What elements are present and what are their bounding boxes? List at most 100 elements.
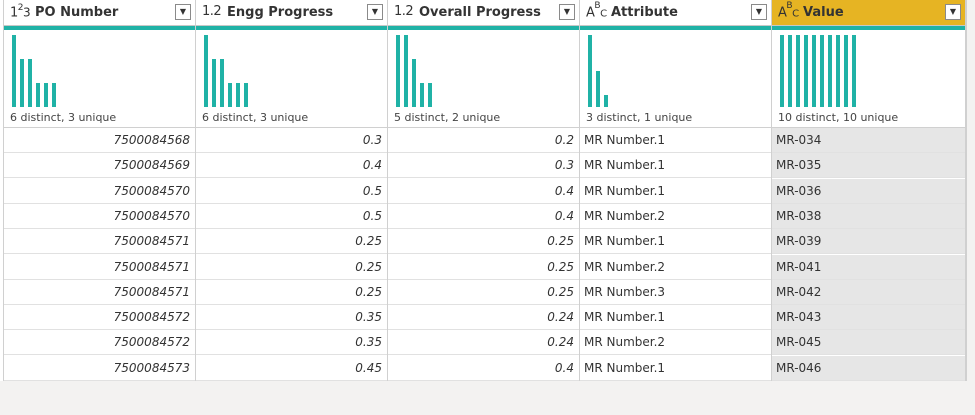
column-header-engg-progress[interactable]: 1.2 Engg Progress ▼ [196,0,388,26]
filter-dropdown-button[interactable]: ▼ [559,4,575,20]
table-cell[interactable]: 0.45 [196,356,388,381]
table-cell[interactable]: MR-042 [772,279,966,305]
column-header-value[interactable]: ABC Value ▼ [772,0,966,26]
table-cell[interactable]: 7500084571 [4,229,196,255]
table-cell[interactable]: 0.3 [196,128,388,153]
distribution-stats: 3 distinct, 1 unique [586,111,693,124]
table-cell[interactable]: 0.4 [388,179,580,204]
column-divider[interactable] [965,0,966,381]
histogram-bar [44,83,48,107]
table-cell[interactable]: 7500084570 [4,204,196,229]
chevron-down-icon: ▼ [179,7,187,16]
column-title: Attribute [611,5,678,20]
column-title: Engg Progress [227,5,334,20]
table-cell[interactable]: 0.25 [388,255,580,280]
column-divider[interactable] [195,0,196,381]
table-cell[interactable]: MR Number.3 [580,280,772,305]
text-type-icon[interactable]: ABC [586,1,607,21]
table-cell[interactable]: MR Number.2 [580,204,772,229]
table-cell[interactable]: 0.25 [388,280,580,305]
table-cell[interactable]: MR-038 [772,203,966,229]
filter-dropdown-button[interactable]: ▼ [175,4,191,20]
column-header-attribute[interactable]: ABC Attribute ▼ [580,0,772,26]
histogram-bar [788,35,792,107]
table-cell[interactable]: MR Number.1 [580,128,772,153]
column-distribution: 10 distinct, 10 unique [772,30,966,128]
chevron-down-icon: ▼ [949,7,957,16]
histogram-bar [12,35,16,107]
column-divider[interactable] [579,0,580,381]
histogram-bar [828,35,832,107]
histogram-bar [244,83,248,107]
column-title: Value [803,5,844,20]
filter-dropdown-button[interactable]: ▼ [945,4,961,20]
table-cell[interactable]: 0.25 [196,229,388,255]
table-cell[interactable]: MR-035 [772,153,966,179]
table-cell[interactable]: 0.5 [196,179,388,204]
histogram-bar [220,59,224,107]
table-cell[interactable]: MR Number.1 [580,356,772,381]
table-cell[interactable]: MR-034 [772,128,966,153]
table-cell[interactable]: MR-036 [772,178,966,204]
whole-number-type-icon[interactable]: 123 [10,3,31,21]
column-distribution: 5 distinct, 2 unique [388,30,580,128]
table-cell[interactable]: 0.3 [388,153,580,179]
table-cell[interactable]: MR Number.1 [580,229,772,255]
filter-dropdown-button[interactable]: ▼ [751,4,767,20]
table-cell[interactable]: 0.24 [388,330,580,356]
table-cell[interactable]: MR Number.2 [580,330,772,356]
column-po-number[interactable]: 123 PO Number ▼ 6 distinct, 3 unique 7500084… [4,0,196,381]
column-header-overall-progress[interactable]: 1.2 Overall Progress ▼ [388,0,580,26]
histogram-bar [428,83,432,107]
text-type-icon[interactable]: ABC [778,1,799,21]
table-cell[interactable]: MR Number.2 [580,255,772,280]
histogram-bar [204,35,208,107]
table-cell[interactable]: 0.4 [388,204,580,229]
table-cell[interactable]: MR-046 [772,355,966,381]
histogram-bar [780,35,784,107]
column-distribution: 6 distinct, 3 unique [4,30,196,128]
histogram-bar [804,35,808,107]
column-value[interactable]: ABC Value ▼ 10 distinct, 10 unique MR-034 MR-… [772,0,966,381]
table-cell[interactable]: 7500084569 [4,153,196,179]
table-cell[interactable]: MR Number.1 [580,153,772,179]
table-cell[interactable]: 0.4 [196,153,388,179]
table-cell[interactable]: MR Number.1 [580,305,772,331]
decimal-type-icon[interactable]: 1.2 [202,4,222,19]
decimal-type-icon[interactable]: 1.2 [394,4,414,19]
column-header-po-number[interactable]: 123 PO Number ▼ [4,0,196,26]
column-divider[interactable] [771,0,772,381]
table-cell[interactable]: 7500084573 [4,356,196,381]
table-cell[interactable]: MR-045 [772,330,966,356]
filter-dropdown-button[interactable]: ▼ [367,4,383,20]
table-cell[interactable]: 7500084570 [4,179,196,204]
table-cell[interactable]: 0.5 [196,204,388,229]
column-attribute[interactable]: ABC Attribute ▼ 3 distinct, 1 unique MR Numb… [580,0,772,381]
table-cell[interactable]: MR-041 [772,254,966,280]
table-cell[interactable]: MR-043 [772,305,966,331]
table-cell[interactable]: 0.24 [388,305,580,331]
histogram-bar [236,83,240,107]
column-engg-progress[interactable]: 1.2 Engg Progress ▼ 6 distinct, 3 unique 0.3… [196,0,388,381]
column-divider[interactable] [387,0,388,381]
table-cell[interactable]: 0.35 [196,305,388,331]
table-cell[interactable]: MR Number.1 [580,179,772,204]
histogram-bar [404,35,408,107]
histogram-bar [228,83,232,107]
table-cell[interactable]: 7500084572 [4,305,196,331]
histogram-bar [52,83,56,107]
table-cell[interactable]: 0.2 [388,128,580,153]
table-cell[interactable]: 0.35 [196,330,388,356]
table-cell[interactable]: 7500084571 [4,280,196,305]
distribution-stats: 6 distinct, 3 unique [202,111,309,124]
table-cell[interactable]: 0.4 [388,356,580,381]
column-quality-bar [196,26,388,30]
table-cell[interactable]: 0.25 [388,229,580,255]
table-cell[interactable]: MR-039 [772,229,966,255]
table-cell[interactable]: 0.25 [196,255,388,280]
column-overall-progress[interactable]: 1.2 Overall Progress ▼ 5 distinct, 2 unique… [388,0,580,381]
table-cell[interactable]: 7500084572 [4,330,196,356]
table-cell[interactable]: 7500084571 [4,255,196,280]
table-cell[interactable]: 7500084568 [4,128,196,153]
table-cell[interactable]: 0.25 [196,280,388,305]
